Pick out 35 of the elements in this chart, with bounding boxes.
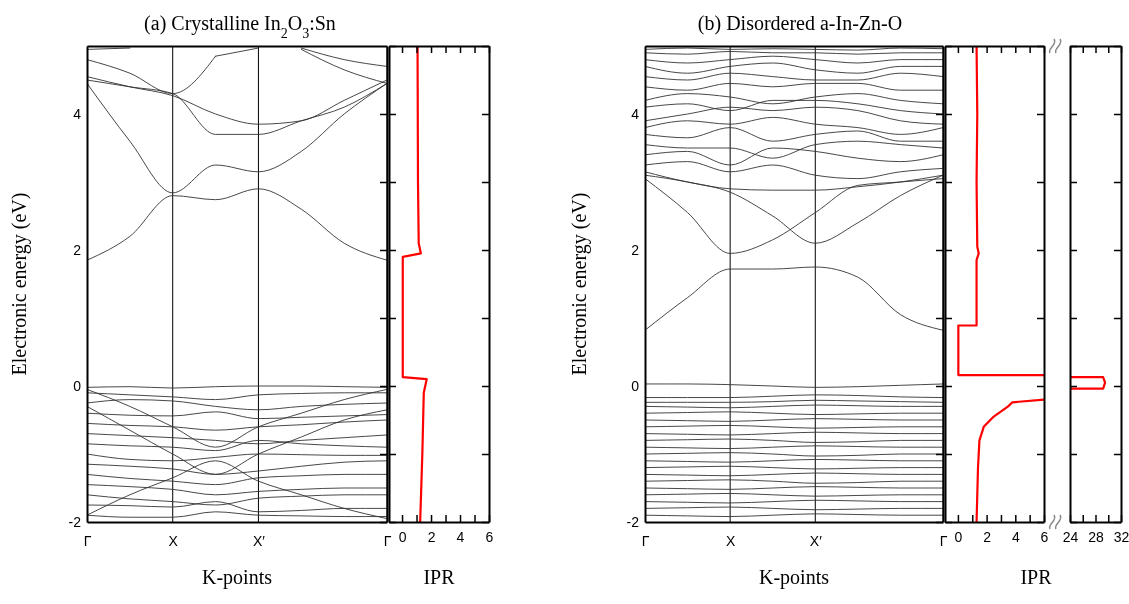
chart-title: (b) Disordered a-In-Zn-O <box>697 12 903 35</box>
x-tick-label: 2 <box>427 528 436 545</box>
x-tick-label: X <box>725 532 736 549</box>
y-tick-label: 2 <box>631 241 640 258</box>
x-tick-label: Γ <box>939 532 948 549</box>
y-tick-label: -2 <box>68 513 82 530</box>
x-tick-label: X′ <box>252 532 266 549</box>
x-axis-title: K-points <box>202 566 273 589</box>
x-tick-label: 24 <box>1062 528 1079 545</box>
x-tick-label: 4 <box>456 528 465 545</box>
x-axis-title: IPR <box>423 566 456 588</box>
x-tick-label: 0 <box>954 528 963 545</box>
x-tick-label: Γ <box>383 532 392 549</box>
y-tick-label: -2 <box>626 513 640 530</box>
y-tick-label: 0 <box>631 377 640 394</box>
x-axis-title: IPR <box>1020 566 1053 588</box>
y-tick-label: 4 <box>73 105 82 122</box>
y-tick-label: 4 <box>631 105 640 122</box>
x-tick-label: 0 <box>398 528 407 545</box>
x-tick-label: X <box>168 532 179 549</box>
x-tick-label: 28 <box>1088 528 1104 545</box>
y-tick-label: 2 <box>73 241 82 258</box>
y-axis-title: Electronic energy (eV) <box>8 192 31 376</box>
x-tick-label: 4 <box>1011 528 1020 545</box>
y-axis-title: Electronic energy (eV) <box>568 192 591 376</box>
x-tick-label: 6 <box>1040 528 1049 545</box>
x-tick-label: 32 <box>1113 528 1129 545</box>
x-tick-label: 6 <box>485 528 494 545</box>
y-tick-label: 0 <box>73 377 82 394</box>
x-tick-label: Γ <box>83 532 92 549</box>
x-axis-title: K-points <box>759 566 830 589</box>
x-tick-label: X′ <box>809 532 823 549</box>
x-tick-label: Γ <box>641 532 650 549</box>
chart-title: (a) Crystalline In$_{2}$O$_{3}$:Sn <box>144 12 336 41</box>
x-tick-label: 2 <box>983 528 992 545</box>
